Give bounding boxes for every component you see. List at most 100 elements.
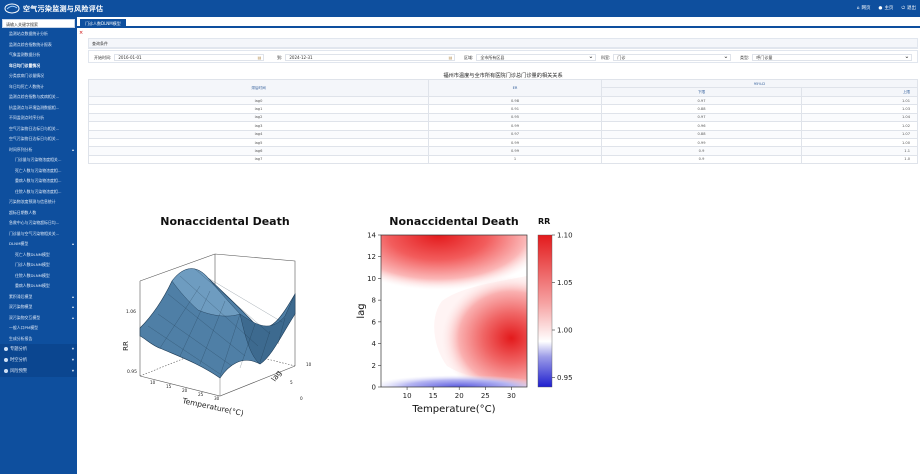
surface-mesh: [140, 269, 295, 378]
sidebar-item-label: 门诊量与空气污染物相关关...: [9, 231, 59, 236]
x-tick-label: 20: [455, 392, 464, 400]
area-select[interactable]: 全市所有区县 ⌄: [476, 54, 596, 61]
y-tick-label: 10: [367, 275, 376, 283]
colorbar: [538, 235, 552, 387]
sidebar-item[interactable]: 空气污染物日达标日与相关...: [0, 134, 77, 145]
sidebar-item[interactable]: 气象监测数据分析: [0, 50, 77, 61]
sidebar-item[interactable]: 生成分析报告: [0, 334, 77, 345]
sidebar-item-label: 重病人数与污染物浓度相...: [15, 178, 62, 183]
calendar-icon: ▤: [449, 55, 453, 61]
sidebar-item-label: 监测点综合指数统计报表: [9, 42, 52, 47]
close-icon[interactable]: ×: [79, 30, 83, 36]
query-panel: 查询条件: [88, 38, 918, 49]
sidebar-item-label: 气象监测数据分析: [9, 52, 40, 57]
sidebar-item[interactable]: 监测点综合指数统计报表: [0, 40, 77, 51]
cell-lower: 0.88: [602, 130, 802, 138]
header-actions: ⌂ 网页 ● 主页 ⏻ 退出: [857, 5, 916, 11]
sidebar-item[interactable]: 超标日期数人数: [0, 208, 77, 219]
sidebar-item[interactable]: 年日均死亡人数统计: [0, 82, 77, 93]
table-row: lag4 0.97 0.88 1.07: [89, 130, 918, 138]
table-row: lag6 0.99 0.9 1.1: [89, 147, 918, 155]
sidebar-item[interactable]: 急救中心与污染物超标日均...: [0, 218, 77, 229]
table-row: lag3 0.99 0.96 1.02: [89, 122, 918, 130]
x-tick-label: 10: [403, 392, 412, 400]
cell-upper: 1.01: [802, 97, 918, 105]
sidebar-item[interactable]: 双污染物交互模型 ▴: [0, 313, 77, 324]
sidebar-item[interactable]: 监测点综合指数与疾病相关...: [0, 92, 77, 103]
cell-upper: 1.03: [802, 105, 918, 113]
sidebar-item[interactable]: 门诊量与空气污染物相关关...: [0, 229, 77, 240]
sidebar-search-input[interactable]: 请输入关键字搜索: [2, 19, 75, 28]
sidebar-groups: 专题分析 ▾ 时空分析 ▾ 风险预警 ▾: [0, 344, 77, 377]
sidebar-item[interactable]: 死亡人数与污染物浓度相...: [0, 166, 77, 177]
x-tick-label: 15: [429, 392, 438, 400]
y-tick-label: 5: [290, 380, 293, 385]
colorbar-tick-label: 0.95: [557, 374, 573, 382]
area-filter: 区域: 全市所有区县 ⌄: [464, 54, 596, 61]
sidebar-item[interactable]: 门诊量与污染物浓度相关...: [0, 155, 77, 166]
sidebar-item[interactable]: 双污染物模型 ▴: [0, 302, 77, 313]
cell-upper: 1.02: [802, 122, 918, 130]
sidebar-item-label: 超标日期数人数: [9, 210, 36, 215]
sidebar-item[interactable]: 空气污染物日达标日与相关...: [0, 124, 77, 135]
chevron-down-icon: ▾: [72, 366, 74, 377]
sidebar-item[interactable]: 住院人数与污染物浓度相...: [0, 187, 77, 198]
start-date-input[interactable]: 2016-01-01 ▤: [114, 54, 264, 61]
heatmap-title: Nonaccidental Death: [389, 215, 518, 228]
chevron-up-icon: ▴: [72, 145, 74, 156]
sidebar-item[interactable]: 年日均门诊量情况: [0, 61, 77, 72]
sidebar-item[interactable]: 抗监测点与环境监测数据相...: [0, 103, 77, 114]
header-logout-link[interactable]: ⏻ 退出: [901, 5, 916, 11]
department-select[interactable]: 门诊 ⌄: [613, 54, 731, 61]
sidebar-item-label: 双污染物模型: [9, 304, 32, 309]
z-tick-label: 0.95: [127, 369, 137, 375]
z-axis-label: RR: [122, 341, 130, 351]
sidebar-item[interactable]: 重病人数DLNM模型: [0, 281, 77, 292]
sidebar-item[interactable]: 不同监测点时序分析: [0, 113, 77, 124]
sidebar-group-label: 时空分析: [10, 358, 27, 363]
sidebar-item[interactable]: 死亡人数DLNM模型: [0, 250, 77, 261]
cell-lag: lag2: [89, 113, 429, 121]
header-web-link[interactable]: ⌂ 网页: [857, 5, 871, 11]
tab-dlnm-outpatient[interactable]: 门诊人数DLNM模型: [80, 19, 126, 28]
sidebar-item[interactable]: 时间序列分析 ▴: [0, 145, 77, 156]
sidebar-item[interactable]: 累积滞后模型 ▴: [0, 292, 77, 303]
sidebar-item-label: 双污染物交互模型: [9, 315, 40, 320]
cell-lower: 0.88: [602, 105, 802, 113]
sidebar-item[interactable]: 住院人数DLNM模型: [0, 271, 77, 282]
sidebar-item-label: 空气污染物日达标日与相关...: [9, 136, 59, 141]
cell-lower: 0.99: [602, 138, 802, 146]
sidebar-item[interactable]: 分类疾病门诊量情况: [0, 71, 77, 82]
sidebar-item-label: 住院人数DLNM模型: [15, 273, 50, 278]
sidebar-item[interactable]: 污染物浓度预测与信息统计: [0, 197, 77, 208]
type-filter: 类型: 呼门诊量 ⌄: [740, 54, 912, 61]
sidebar-item-label: 时间序列分析: [9, 147, 32, 152]
y-tick-label: 0: [372, 384, 376, 392]
cell-lag: lag3: [89, 122, 429, 130]
sidebar-group[interactable]: 时空分析 ▾: [0, 355, 77, 366]
type-select[interactable]: 呼门诊量 ⌄: [752, 54, 912, 61]
sidebar-item[interactable]: 一般人口PM模型: [0, 323, 77, 334]
sidebar-item-label: 年日均门诊量情况: [9, 63, 40, 68]
sidebar-group[interactable]: 专题分析 ▾: [0, 344, 77, 355]
cell-lag: lag0: [89, 97, 429, 105]
sidebar-group-label: 风险预警: [10, 369, 27, 374]
col-lower: 下限: [602, 88, 802, 97]
x-axis-label: Temperature(°C): [181, 396, 245, 418]
top-bar: 空气污染监测与风险评估 ⌂ 网页 ● 主页 ⏻ 退出: [0, 0, 920, 17]
header-home-link[interactable]: ● 主页: [879, 5, 894, 11]
sidebar-item[interactable]: DLNM模型 ▴: [0, 239, 77, 250]
sidebar-item-label: 抗监测点与环境监测数据相...: [9, 105, 59, 110]
sidebar-item[interactable]: 门诊人数DLNM模型: [0, 260, 77, 271]
table-row: lag1 0.91 0.88 1.03: [89, 105, 918, 113]
surface-plot-title: Nonaccidental Death: [160, 215, 289, 228]
chevron-down-icon: ⌄: [904, 54, 909, 60]
sidebar-item[interactable]: 监测站点数据统计分析: [0, 29, 77, 40]
col-er: ER: [429, 80, 602, 97]
cell-lag: lag6: [89, 147, 429, 155]
sidebar-group[interactable]: 风险预警 ▾: [0, 366, 77, 377]
cell-er: 0.95: [429, 113, 602, 121]
cell-er: 0.99: [429, 122, 602, 130]
end-date-input[interactable]: 2024-12-31 ▤: [285, 54, 455, 61]
sidebar-item[interactable]: 重病人数与污染物浓度相...: [0, 176, 77, 187]
